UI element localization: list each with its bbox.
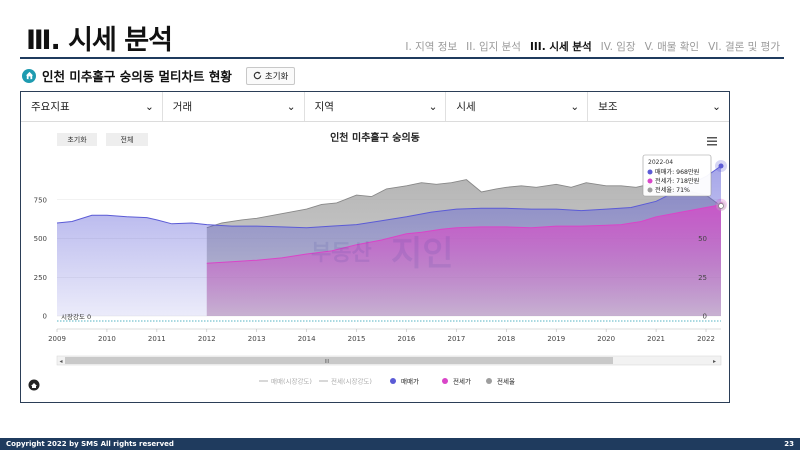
zoom-reset-label: 초기화 [67, 135, 87, 144]
x-tick-label: 2009 [48, 335, 66, 343]
sale-price-marker[interactable] [718, 163, 724, 169]
dropdown-trade[interactable]: 거래 ⌄ [163, 92, 305, 121]
dropdown-label: 주요지표 [31, 101, 70, 113]
dropdown-label: 보조 [598, 101, 618, 113]
legend-swatch [486, 378, 492, 384]
x-tick-label: 2022 [697, 335, 715, 343]
x-tick-label: 2015 [348, 335, 366, 343]
reset-label: 초기화 [264, 71, 289, 82]
market-activity-label: 시장강도 0 [61, 312, 91, 321]
nav-item[interactable]: V. 매물 확인 [644, 41, 700, 53]
page-number: 23 [784, 440, 794, 448]
legend-label[interactable]: 매매가 [401, 377, 419, 386]
section-nav: I. 지역 정보 II. 입지 분석 III. 시세 분석 IV. 임장 V. … [405, 39, 780, 54]
filter-toolbar: 주요지표 ⌄ 거래 ⌄ 지역 ⌄ 시세 ⌄ 보조 ⌄ [21, 92, 729, 122]
series-line-jeonse-price [206, 204, 722, 264]
dropdown-auxiliary[interactable]: 보조 ⌄ [588, 92, 729, 121]
y-right-tick-label: 50 [698, 235, 707, 243]
dropdown-main-indicator[interactable]: 주요지표 ⌄ [21, 92, 163, 121]
footer-bar: Copyright 2022 by SMS All rights reserve… [0, 438, 800, 450]
chart-legend: 매매(시장강도) 전세(시장강도) 매매가 전세가 전세율 [259, 377, 515, 386]
nav-item[interactable]: I. 지역 정보 [405, 41, 458, 53]
chart-section-title: 인천 미추홀구 숭의동 멀티차트 현황 [42, 69, 232, 84]
reset-button[interactable]: 초기화 [245, 66, 296, 85]
svg-text:부동산: 부동산 [311, 241, 372, 266]
dropdown-label: 지역 [314, 101, 334, 113]
x-tick-label: 2016 [398, 335, 416, 343]
legend-swatch [442, 378, 448, 384]
dropdown-label: 거래 [172, 101, 193, 113]
jeonse-ratio-marker[interactable] [718, 203, 724, 209]
legend-swatch [390, 378, 396, 384]
scroll-right-arrow-icon[interactable]: ▸ [713, 358, 716, 365]
chevron-down-icon: ⌄ [286, 100, 296, 113]
x-tick-label: 2017 [447, 335, 465, 343]
tooltip-swatch [647, 178, 653, 184]
x-tick-label: 2012 [198, 335, 216, 343]
nav-item-active[interactable]: III. 시세 분석 [529, 41, 592, 53]
nav-item[interactable]: II. 입지 분석 [466, 41, 521, 53]
chevron-down-icon: ⌄ [144, 100, 154, 113]
x-tick-label: 2010 [98, 335, 116, 343]
x-tick-label: 2013 [248, 335, 266, 343]
y-left-tick-label: 250 [34, 274, 47, 282]
legend-label[interactable]: 전세(시장강도) [331, 377, 372, 386]
x-tick-label: 2018 [497, 335, 515, 343]
dropdown-price[interactable]: 시세 ⌄ [446, 92, 589, 121]
zoom-all-label: 전체 [121, 135, 134, 144]
series-line-sale-price [56, 165, 722, 229]
y-right-tick-label: 25 [698, 274, 707, 282]
title-divider [20, 57, 784, 59]
chevron-down-icon: ⌄ [712, 100, 721, 113]
site-home-icon[interactable] [28, 379, 40, 391]
tooltip-swatch [647, 169, 653, 175]
home-icon [22, 68, 36, 83]
multi-chart: 인천 미추홀구 숭의동 초기화 전체 부동산 지인 0 250 500 750 0 25 5… [28, 131, 727, 391]
tooltip-line: 전세율: 71% [655, 186, 690, 194]
x-tick-label: 2019 [547, 335, 565, 343]
y-left-tick-label: 0 [43, 313, 47, 321]
y-left-tick-label: 500 [34, 235, 47, 243]
page-title: Ⅲ. 시세 분석 [26, 25, 173, 56]
multichart-panel: 주요지표 ⌄ 거래 ⌄ 지역 ⌄ 시세 ⌄ 보조 ⌄ 인천 미추홀구 숭의동 초기화 전체 [20, 91, 730, 403]
dropdown-region[interactable]: 지역 ⌄ [305, 92, 447, 121]
tooltip-line: 전세가: 718만원 [655, 177, 700, 185]
scrollbar-thumb[interactable] [65, 357, 613, 364]
scroll-left-arrow-icon[interactable]: ◂ [60, 358, 63, 365]
refresh-icon [253, 71, 262, 80]
legend-label[interactable]: 전세가 [453, 377, 471, 386]
chart-title: 인천 미추홀구 숭의동 [330, 131, 420, 144]
tooltip-date: 2022-04 [648, 159, 673, 166]
tooltip-swatch [647, 187, 653, 193]
legend-label[interactable]: 전세율 [497, 377, 515, 386]
tooltip-box [642, 154, 712, 197]
x-tick-label: 2014 [298, 335, 316, 343]
scrollbar-grip-icon: III [325, 359, 330, 365]
tooltip-line: 매매가: 968만원 [655, 168, 700, 176]
chevron-down-icon: ⌄ [428, 100, 438, 113]
x-tick-label: 2021 [647, 335, 665, 343]
range-scrollbar[interactable]: III ◂ ▸ [56, 355, 722, 366]
x-tick-label: 2011 [148, 335, 166, 343]
chevron-down-icon: ⌄ [570, 100, 580, 113]
watermark-logo: 부동산 지인 [311, 234, 454, 274]
zoom-all-chip[interactable]: 전체 [106, 133, 148, 146]
nav-item[interactable]: IV. 임장 [600, 41, 636, 53]
series-area-jeonse-price [206, 204, 722, 316]
copyright-text: Copyright 2022 by SMS All rights reserve… [6, 440, 174, 448]
subheader: 인천 미추홀구 숭의동 멀티차트 현황 초기화 [22, 66, 296, 85]
legend-label[interactable]: 매매(시장강도) [271, 377, 312, 386]
series-line-jeonse-ratio [206, 179, 722, 229]
nav-item[interactable]: VI. 결론 및 평가 [708, 41, 780, 53]
dropdown-label: 시세 [456, 101, 476, 113]
y-right-tick-label: 0 [703, 313, 707, 321]
menu-icon[interactable] [707, 137, 717, 146]
x-tick-label: 2020 [597, 335, 615, 343]
y-left-tick-label: 750 [34, 196, 47, 204]
svg-text:지인: 지인 [391, 234, 454, 274]
zoom-reset-chip[interactable]: 초기화 [57, 133, 97, 146]
